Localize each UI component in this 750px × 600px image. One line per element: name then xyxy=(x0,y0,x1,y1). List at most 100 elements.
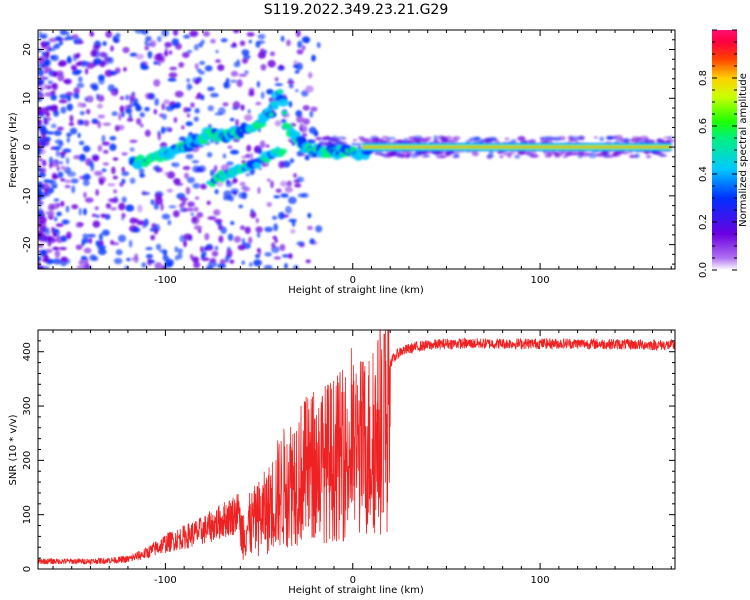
snr-series-line xyxy=(38,330,675,565)
heatmap-cell xyxy=(97,120,102,129)
heatmap-cell xyxy=(220,226,227,234)
heatmap-cell xyxy=(59,93,69,100)
heatmap-cell xyxy=(140,65,150,70)
heatmap-cell xyxy=(241,191,248,200)
heatmap-cell xyxy=(58,99,68,104)
heatmap-cell xyxy=(98,233,103,241)
heatmap-cell xyxy=(39,107,49,115)
heatmap-cell xyxy=(129,52,138,57)
heatmap-cell xyxy=(63,219,68,225)
heatmap-cell xyxy=(268,112,274,117)
heatmap-cell xyxy=(198,70,205,75)
heatmap-cell xyxy=(79,119,84,126)
heatmap-cell xyxy=(241,57,249,64)
y-tick-label: 20 xyxy=(22,43,33,56)
heatmap-cell xyxy=(115,249,123,256)
heatmap-cell xyxy=(230,221,235,226)
heatmap-cell xyxy=(145,35,152,42)
heatmap-cell xyxy=(145,247,153,251)
heatmap-cell xyxy=(319,140,324,146)
x-tick-label: 0 xyxy=(350,575,356,586)
heatmap-cell xyxy=(128,239,133,248)
heatmap-cell xyxy=(129,139,138,143)
heatmap-cell xyxy=(75,69,83,74)
heatmap-cell xyxy=(72,92,79,99)
heatmap-cell xyxy=(43,83,48,90)
heatmap-cell xyxy=(125,94,130,101)
heatmap-cell xyxy=(57,61,66,67)
heatmap-cell xyxy=(263,265,273,269)
heatmap-cell xyxy=(97,248,107,256)
heatmap-cell xyxy=(88,237,93,244)
heatmap-cell xyxy=(71,34,79,39)
heatmap-cell xyxy=(144,40,148,46)
heatmap-cell xyxy=(605,137,612,140)
heatmap-cell xyxy=(200,183,207,190)
heatmap-cell xyxy=(65,157,70,165)
heatmap-cell xyxy=(60,165,66,170)
heatmap-cell xyxy=(174,246,179,253)
heatmap-cell xyxy=(271,215,278,220)
heatmap-cell xyxy=(173,117,178,123)
heatmap-cell xyxy=(226,161,234,166)
heatmap-cell xyxy=(77,132,81,139)
heatmap-cell xyxy=(121,196,127,203)
heatmap-cell xyxy=(433,138,438,141)
heatmap-cell xyxy=(452,136,461,141)
heatmap-cell xyxy=(101,229,110,236)
heatmap-cell xyxy=(219,259,226,265)
heatmap-cell xyxy=(307,139,316,144)
heatmap-cell xyxy=(95,189,99,196)
heatmap-cell xyxy=(112,175,118,180)
heatmap-cell xyxy=(275,188,282,193)
heatmap-cell xyxy=(179,234,186,243)
heatmap-cell xyxy=(38,57,45,64)
heatmap-cell xyxy=(570,153,579,156)
heatmap-cell xyxy=(171,38,180,47)
heatmap-cell xyxy=(396,152,405,158)
heatmap-cell xyxy=(167,219,172,226)
heatmap-cell xyxy=(206,200,211,206)
heatmap-cell xyxy=(66,132,72,138)
heatmap-y-label: Frequency (Hz) xyxy=(8,112,19,188)
heatmap-cell xyxy=(225,254,229,263)
heatmap-cell xyxy=(249,211,257,219)
heatmap-cell xyxy=(230,70,239,77)
heatmap-cell xyxy=(74,40,78,45)
heatmap-cell xyxy=(57,171,64,179)
heatmap-cell xyxy=(225,180,233,188)
heatmap-cell xyxy=(154,98,159,106)
heatmap-cell xyxy=(77,102,83,108)
heatmap-cell xyxy=(38,79,45,86)
heatmap-cell xyxy=(143,218,149,227)
heatmap-cell xyxy=(250,208,255,213)
heatmap-cell xyxy=(47,131,54,135)
heatmap-cell xyxy=(190,253,194,260)
heatmap-cell xyxy=(244,70,249,75)
heatmap-cell xyxy=(153,61,159,65)
heatmap-cell xyxy=(52,246,59,251)
heatmap-cell xyxy=(160,203,164,211)
heatmap-cell xyxy=(307,225,313,231)
heatmap-cell xyxy=(529,154,538,158)
heatmap-cell xyxy=(69,127,78,135)
heatmap-cell xyxy=(137,204,143,213)
heatmap-cell xyxy=(294,70,300,74)
heatmap-cell xyxy=(623,137,630,143)
heatmap-cell xyxy=(288,253,293,259)
heatmap-cell xyxy=(131,227,139,233)
heatmap-cell xyxy=(39,226,47,230)
heatmap-cell xyxy=(38,197,42,202)
heatmap-cell xyxy=(187,201,195,208)
heatmap-cell xyxy=(157,132,161,141)
heatmap-cell xyxy=(296,115,304,124)
heatmap-cell xyxy=(174,90,184,98)
heatmap-cell xyxy=(38,157,43,162)
heatmap-cell xyxy=(136,105,143,112)
heatmap-cell xyxy=(240,104,245,111)
heatmap-cell xyxy=(45,117,52,121)
heatmap-cell xyxy=(403,138,409,142)
heatmap-cell xyxy=(82,179,90,187)
heatmap-cell xyxy=(255,226,263,233)
